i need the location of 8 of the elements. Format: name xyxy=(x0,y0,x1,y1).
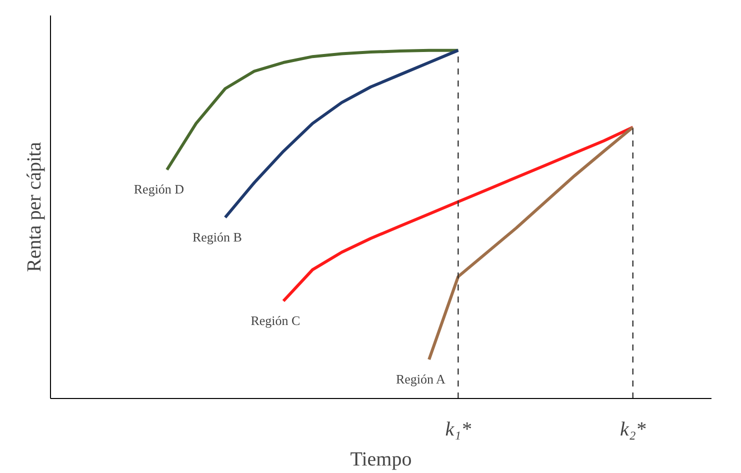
series-label: Región C xyxy=(250,313,300,328)
x-tick-label: k₁* xyxy=(445,418,472,440)
x-tick-label: k₂* xyxy=(620,418,646,440)
x-axis-title: Tiempo xyxy=(350,448,412,470)
series-label: Región A xyxy=(396,372,446,387)
series-label: Región B xyxy=(192,229,242,244)
series-label: Región D xyxy=(134,182,184,197)
y-axis-title: Renta per cápita xyxy=(24,142,46,272)
